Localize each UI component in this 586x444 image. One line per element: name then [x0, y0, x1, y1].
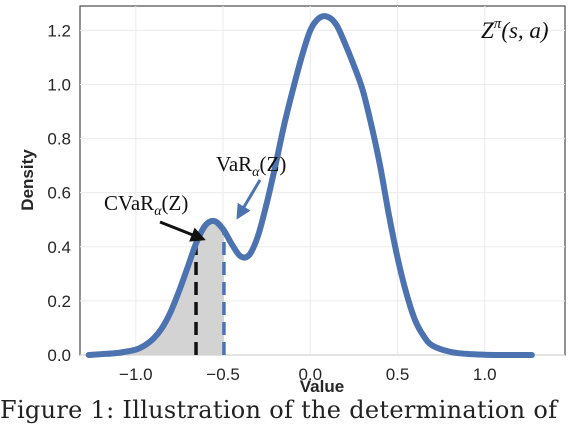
y-tick-label: 0.8 [47, 130, 71, 149]
x-axis-title: Value [300, 377, 344, 396]
x-tick-label: 0.0 [298, 365, 322, 384]
plot-area [79, 5, 566, 356]
distribution-label-sup: π [494, 16, 502, 32]
var-label-sub: α [252, 165, 260, 180]
cvar-shaded-region [88, 220, 225, 355]
y-ticks: 0.0 0.2 0.4 0.6 0.8 1.0 1.2 [47, 21, 71, 365]
distribution-label-main: Z [481, 18, 494, 43]
x-tick-label: −1.0 [119, 365, 153, 384]
y-tick-label: 0.6 [47, 184, 71, 203]
x-tick-label: −0.5 [206, 365, 240, 384]
var-label-tail: (Z) [260, 152, 287, 176]
var-label: VaRα(Z) [216, 152, 286, 180]
cvar-arrow [159, 220, 206, 242]
figure-caption: Figure 1: Illustration of the determinat… [0, 396, 558, 424]
y-tick-label: 1.0 [47, 75, 71, 94]
density-curve [85, 13, 535, 359]
x-ticks: −1.0 −0.5 0.0 0.5 1.0 [119, 365, 497, 384]
var-label-main: VaR [216, 152, 252, 176]
distribution-label: Zπ(s, a) [481, 16, 549, 43]
y-tick-label: 0.4 [47, 238, 71, 257]
y-tick-label: 0.0 [47, 346, 71, 365]
x-tick-label: 1.0 [473, 365, 497, 384]
y-axis-title: Density [18, 149, 37, 211]
var-arrow [236, 179, 262, 220]
density-chart: −1.0 −0.5 0.0 0.5 1.0 0.00.20.40.60.81.01.2 … [18, 5, 566, 396]
y-tick-label: 0.2 [47, 292, 71, 311]
distribution-label-tail: (s, a) [501, 18, 548, 43]
y-tick-label: 1.2 [47, 21, 71, 40]
cvar-label-tail: (Z) [162, 191, 189, 215]
cvar-label: CVaRα(Z) [104, 191, 188, 219]
cvar-label-main: CVaR [104, 191, 154, 215]
x-tick-label: 0.5 [386, 365, 410, 384]
cvar-label-sub: α [154, 204, 162, 219]
